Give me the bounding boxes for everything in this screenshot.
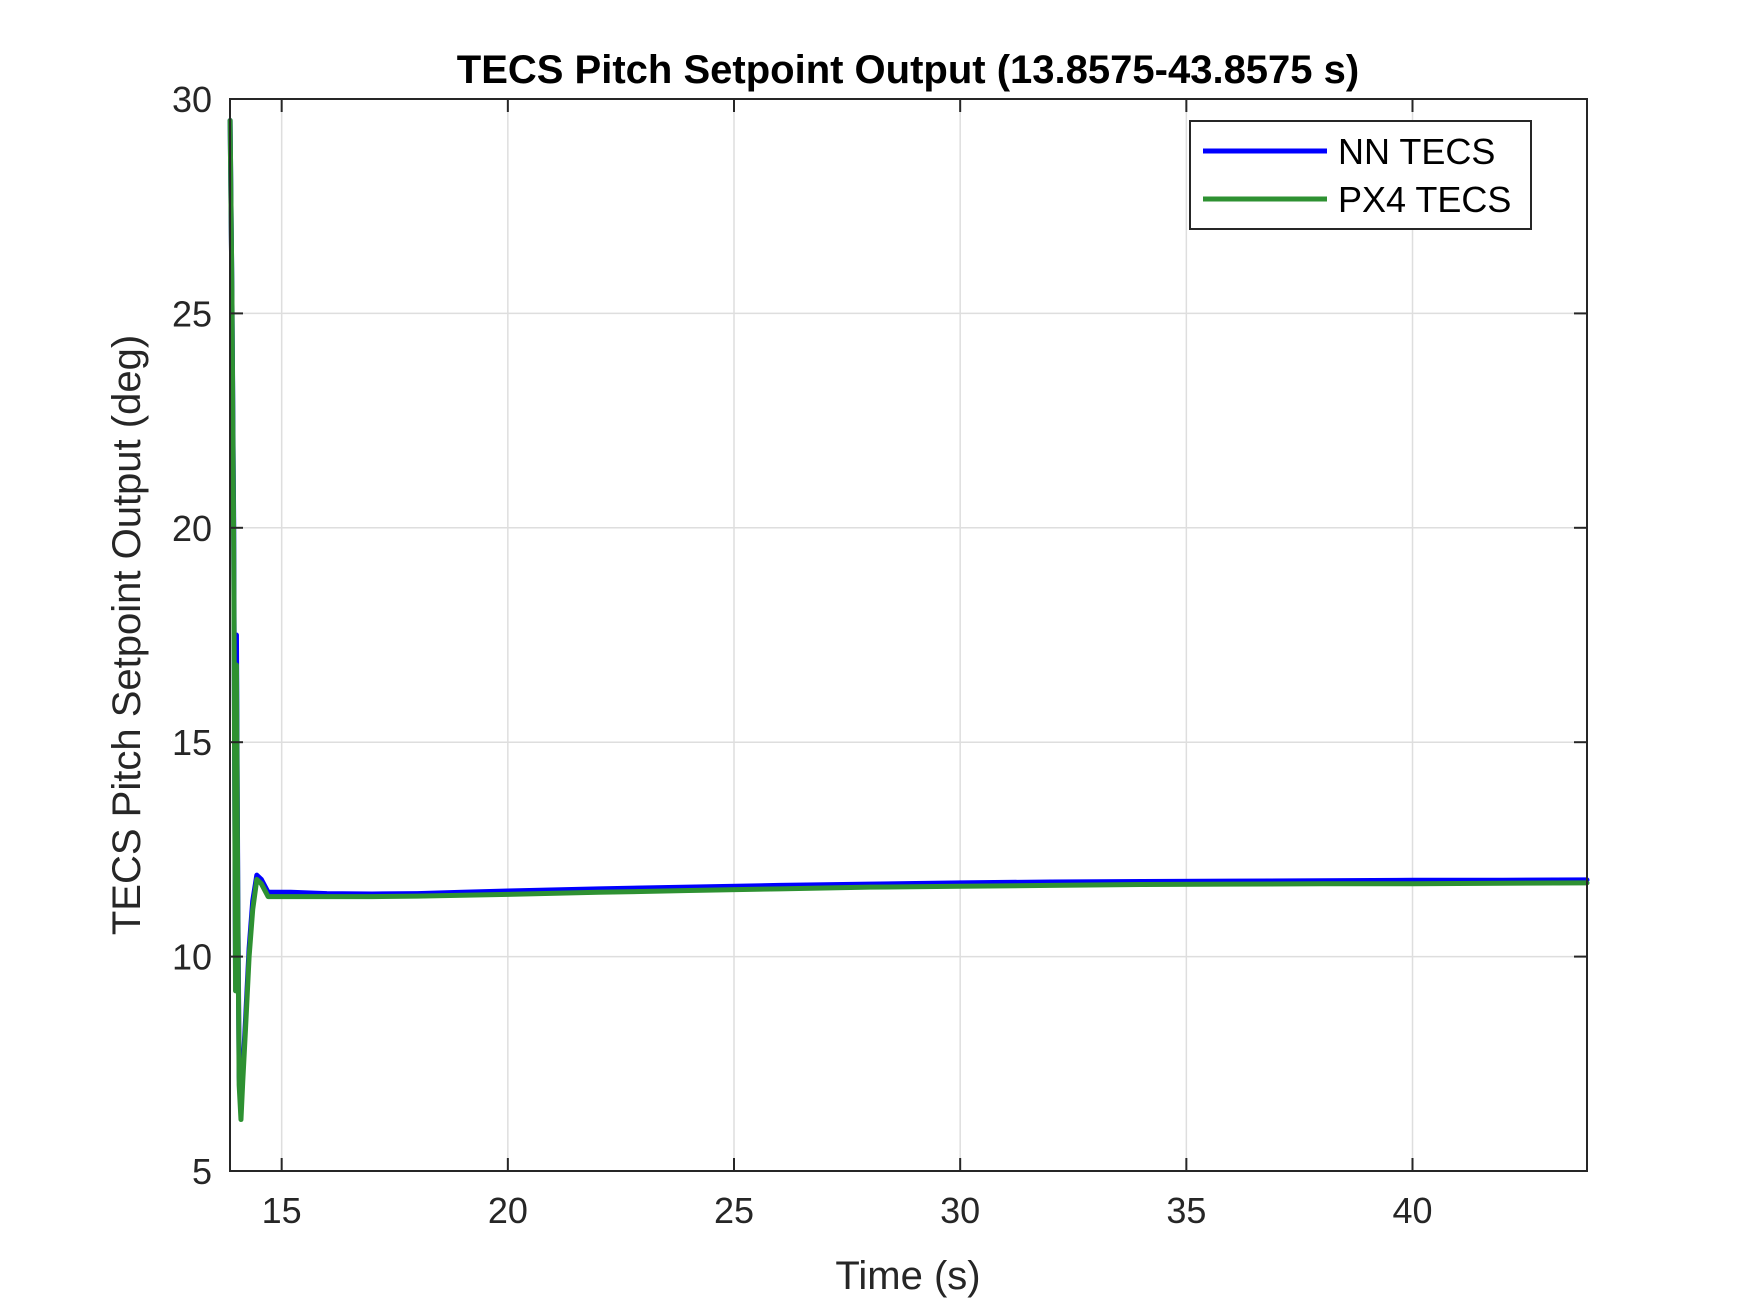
x-tick-label: 20 <box>488 1190 528 1231</box>
plot-area <box>230 99 1587 1171</box>
x-tick-label: 25 <box>714 1190 754 1231</box>
x-axis-label: Time (s) <box>835 1254 980 1298</box>
y-tick-label: 20 <box>172 508 212 549</box>
series-line-px4-tecs <box>227 117 1590 1123</box>
legend-box <box>1189 120 1532 230</box>
y-tick-label: 30 <box>172 79 212 120</box>
chart-title: TECS Pitch Setpoint Output (13.8575-43.8… <box>457 48 1359 92</box>
y-tick-label: 5 <box>192 1151 212 1192</box>
grid <box>230 98 1587 1172</box>
tick-labels: 15 20 25 30 35 40 5 10 15 20 25 30 <box>172 79 1433 1231</box>
plot-frame <box>229 98 1588 1172</box>
y-tick-label: 10 <box>172 937 212 978</box>
ticks <box>230 98 1587 1172</box>
x-tick-label: 15 <box>262 1190 302 1231</box>
legend-label-px4-tecs: PX4 TECS <box>1338 179 1511 220</box>
series-layer <box>227 117 1590 1123</box>
legend-label-nn-tecs: NN TECS <box>1338 131 1495 172</box>
y-axis-label: TECS Pitch Setpoint Output (deg) <box>105 335 149 935</box>
x-tick-label: 40 <box>1392 1190 1432 1231</box>
y-tick-label: 15 <box>172 722 212 763</box>
x-tick-label: 30 <box>940 1190 980 1231</box>
y-tick-label: 25 <box>172 293 212 334</box>
x-tick-label: 35 <box>1166 1190 1206 1231</box>
legend: NN TECS PX4 TECS <box>1189 120 1532 230</box>
